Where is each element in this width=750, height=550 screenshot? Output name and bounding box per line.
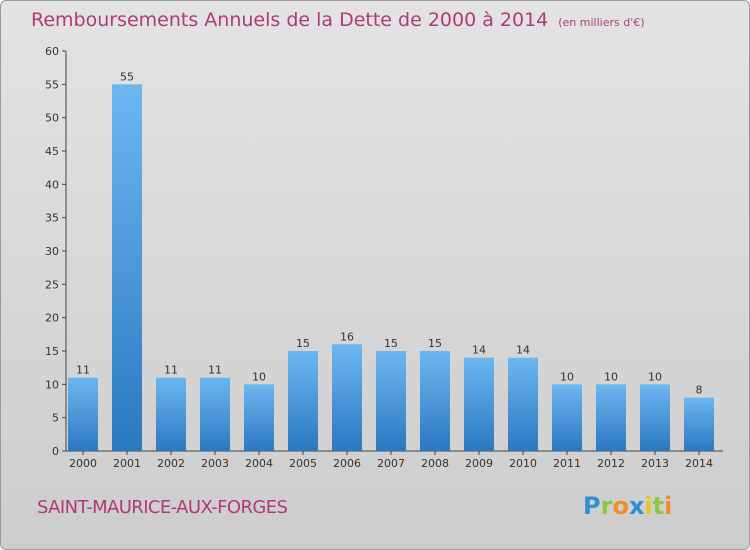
bar-2008 <box>420 351 450 451</box>
value-label-2011: 10 <box>560 370 574 383</box>
y-tick-label: 10 <box>45 378 59 391</box>
chart-unit: (en milliers d'€) <box>558 16 645 29</box>
chart-title-text: Remboursements Annuels de la Dette de 20… <box>31 9 549 31</box>
y-tick-label: 30 <box>45 245 59 258</box>
bar-2002 <box>156 377 186 451</box>
logo-letter: i <box>644 492 653 520</box>
bar-2000 <box>68 377 98 451</box>
proxiti-logo: Proxiti <box>583 492 672 520</box>
value-label-2012: 10 <box>604 370 618 383</box>
x-label-2004: 2004 <box>245 457 273 470</box>
x-label-2002: 2002 <box>157 457 185 470</box>
x-label-2013: 2013 <box>641 457 669 470</box>
value-label-2013: 10 <box>648 370 662 383</box>
value-label-2004: 10 <box>252 370 266 383</box>
value-label-2009: 14 <box>472 344 486 357</box>
logo-letter: t <box>652 492 665 520</box>
x-label-2005: 2005 <box>289 457 317 470</box>
value-label-2014: 8 <box>696 384 703 397</box>
y-tick-label: 35 <box>45 212 59 225</box>
y-tick-label: 0 <box>52 445 59 458</box>
x-label-2006: 2006 <box>333 457 361 470</box>
bar-2012 <box>596 384 626 451</box>
bar-2009 <box>464 357 494 451</box>
value-label-2003: 11 <box>208 364 222 377</box>
x-label-2014: 2014 <box>685 457 713 470</box>
y-tick-label: 55 <box>45 78 59 91</box>
labels: 11 2000 55 2001 11 2002 11 2003 10 2004 15 2005 16 20… <box>69 70 713 470</box>
x-label-2000: 2000 <box>69 457 97 470</box>
bar-2013 <box>640 384 670 451</box>
logo-letter: r <box>600 492 613 520</box>
y-tick-label: 25 <box>45 278 59 291</box>
x-label-2012: 2012 <box>597 457 625 470</box>
bar-2006 <box>332 344 362 451</box>
y-tick-label: 20 <box>45 312 59 325</box>
y-tick-label: 45 <box>45 145 59 158</box>
value-label-2008: 15 <box>428 337 442 350</box>
value-label-2005: 15 <box>296 337 310 350</box>
y-tick-label: 5 <box>52 412 59 425</box>
bar-2011 <box>552 384 582 451</box>
y-tick-label: 15 <box>45 345 59 358</box>
commune-name: SAINT-MAURICE-AUX-FORGES <box>37 497 288 518</box>
value-label-2006: 16 <box>340 330 354 343</box>
bar-2004 <box>244 384 274 451</box>
logo-letter: x <box>628 492 645 520</box>
chart-title: Remboursements Annuels de la Dette de 20… <box>31 9 645 31</box>
bars <box>68 84 714 451</box>
x-label-2007: 2007 <box>377 457 405 470</box>
bar-2001 <box>112 84 142 451</box>
value-label-2001: 55 <box>120 70 134 83</box>
x-label-2003: 2003 <box>201 457 229 470</box>
value-label-2007: 15 <box>384 337 398 350</box>
x-label-2001: 2001 <box>113 457 141 470</box>
bar-2003 <box>200 377 230 451</box>
bar-2014 <box>684 397 714 451</box>
y-tick-label: 50 <box>45 112 59 125</box>
x-label-2008: 2008 <box>421 457 449 470</box>
y-tick-label: 40 <box>45 178 59 191</box>
x-label-2010: 2010 <box>509 457 537 470</box>
logo-letter: P <box>583 492 601 520</box>
logo-letter: i <box>664 492 673 520</box>
value-label-2002: 11 <box>164 364 178 377</box>
logo-letter: o <box>612 492 629 520</box>
x-label-2009: 2009 <box>465 457 493 470</box>
value-label-2010: 14 <box>516 344 530 357</box>
bar-2007 <box>376 351 406 451</box>
bar-2010 <box>508 357 538 451</box>
bar-2005 <box>288 351 318 451</box>
y-tick-label: 60 <box>45 45 59 58</box>
x-label-2011: 2011 <box>553 457 581 470</box>
value-label-2000: 11 <box>76 364 90 377</box>
